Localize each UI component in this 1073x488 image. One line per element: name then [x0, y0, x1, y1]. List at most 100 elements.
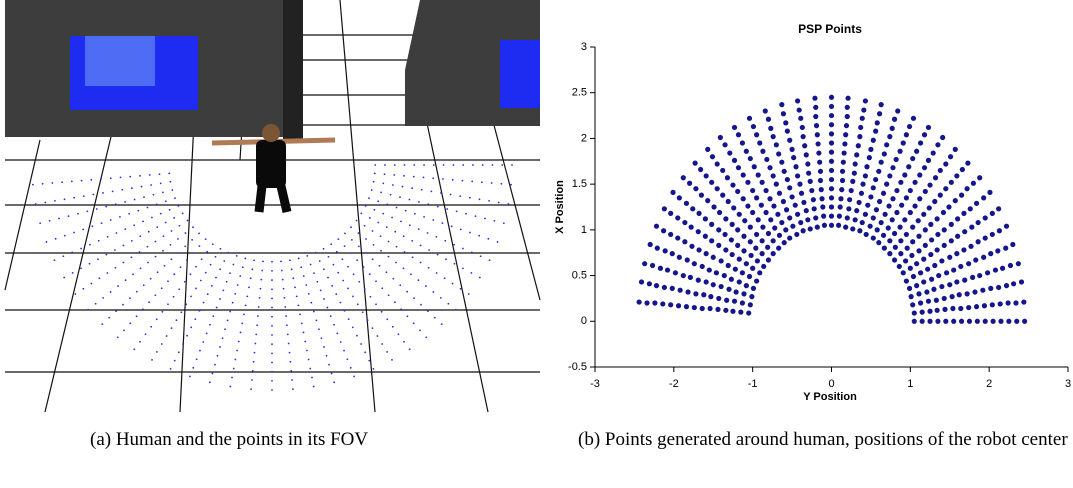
- point: [973, 257, 979, 263]
- point: [725, 198, 731, 205]
- point: [955, 233, 961, 239]
- point: [906, 164, 912, 170]
- point: [758, 202, 764, 208]
- point: [943, 270, 950, 276]
- scene-dot: [239, 275, 242, 278]
- scene-dot: [375, 280, 377, 283]
- point: [948, 179, 954, 185]
- point: [951, 267, 957, 273]
- point: [909, 252, 915, 259]
- scene-dot: [323, 346, 325, 348]
- scene-dot: [178, 224, 181, 227]
- x-tick-label: 2: [986, 378, 992, 390]
- scene-dot: [271, 389, 273, 391]
- point: [723, 216, 729, 222]
- point: [770, 238, 776, 244]
- point: [912, 203, 918, 209]
- scene-dot: [382, 212, 385, 215]
- scene-dot: [360, 212, 363, 215]
- scene-dot: [380, 191, 383, 194]
- y-tick-label: 0.5: [572, 269, 587, 281]
- point: [930, 150, 936, 156]
- point: [927, 318, 933, 324]
- point: [927, 182, 933, 188]
- scene-dot: [62, 255, 65, 258]
- scene-dot: [292, 388, 294, 391]
- point: [997, 301, 1003, 307]
- point: [795, 173, 801, 179]
- point: [925, 266, 931, 272]
- screen-object: [85, 36, 155, 86]
- leg: [254, 185, 267, 213]
- point: [701, 292, 707, 298]
- scene-dot: [412, 175, 415, 178]
- point: [981, 195, 987, 201]
- scene-dot: [109, 291, 112, 293]
- point: [800, 228, 806, 234]
- scene-dot: [226, 319, 229, 322]
- point: [811, 206, 817, 212]
- point: [731, 298, 738, 304]
- point: [784, 176, 790, 183]
- point: [865, 202, 871, 208]
- point: [682, 219, 688, 226]
- scene-dot: [102, 296, 105, 299]
- scene-dot: [432, 291, 435, 293]
- scene-dot: [271, 352, 273, 355]
- point: [922, 227, 928, 233]
- point: [784, 128, 790, 134]
- scene-dot: [146, 245, 149, 248]
- point: [988, 285, 994, 291]
- scene-dot: [179, 266, 182, 269]
- point: [880, 190, 887, 196]
- point: [767, 165, 773, 171]
- point: [922, 188, 928, 195]
- scene-dot: [403, 340, 405, 343]
- point: [642, 261, 648, 267]
- scene-dot: [459, 228, 462, 231]
- point: [745, 203, 751, 209]
- point: [906, 123, 913, 130]
- point: [739, 140, 746, 146]
- point: [981, 254, 987, 260]
- point: [943, 186, 949, 192]
- scene-dot: [307, 358, 310, 361]
- point: [899, 202, 905, 208]
- scene-dot: [341, 258, 344, 261]
- point: [852, 161, 858, 167]
- point: [764, 156, 770, 163]
- point: [781, 168, 787, 174]
- scene-dot: [189, 375, 191, 378]
- point: [653, 283, 660, 289]
- scene-dot: [474, 215, 477, 218]
- scene-dot: [147, 261, 149, 264]
- scene-dot: [349, 252, 352, 255]
- point: [727, 150, 733, 156]
- point: [984, 270, 991, 276]
- scene-dot: [441, 222, 444, 225]
- scene-dot: [133, 348, 136, 351]
- scene-dot: [386, 318, 389, 321]
- scene-dot: [109, 177, 112, 180]
- point: [870, 137, 876, 143]
- scene-dot: [311, 376, 313, 379]
- point: [809, 187, 815, 194]
- point: [1013, 300, 1019, 306]
- point: [779, 219, 785, 226]
- scene-dot: [123, 329, 125, 332]
- point: [995, 248, 1001, 254]
- scene-dot: [170, 327, 173, 330]
- scene-dot: [408, 348, 411, 351]
- scene-dot: [309, 263, 312, 266]
- point: [723, 307, 729, 313]
- scene-dot: [239, 331, 242, 334]
- scene-dot: [507, 203, 510, 205]
- scene-dot: [337, 271, 340, 274]
- scene-dot: [425, 285, 427, 287]
- point: [813, 104, 819, 110]
- scene-dot: [347, 318, 350, 321]
- point: [759, 251, 765, 257]
- scene-dot: [432, 177, 435, 180]
- scene-dot: [77, 212, 79, 215]
- scene-dot: [156, 271, 159, 274]
